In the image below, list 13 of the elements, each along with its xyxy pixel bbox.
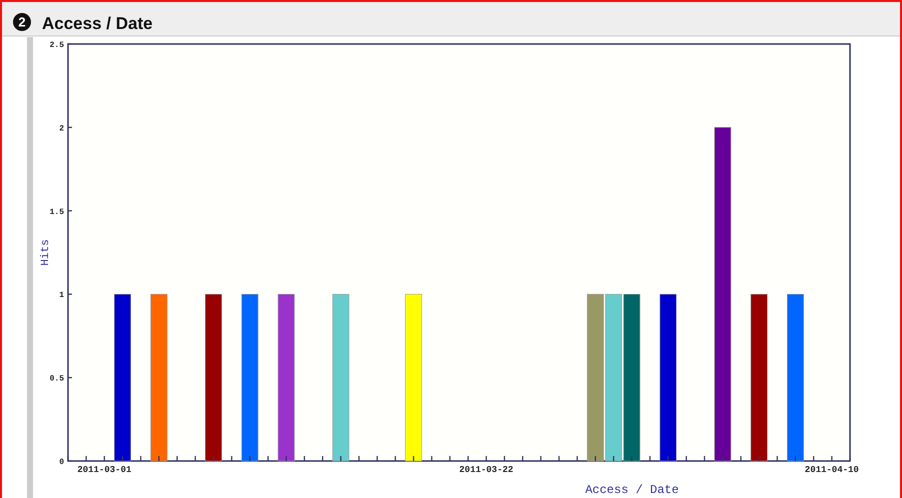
y-tick-label: 0: [59, 458, 64, 467]
x-tick-label: 2011-04-10: [804, 465, 859, 475]
chart-title: Access / Date: [42, 14, 153, 33]
number-badge: 2: [13, 13, 31, 31]
y-tick-label: 0.5: [50, 374, 64, 384]
y-axis-title: Hits: [40, 239, 52, 266]
y-tick-label: 2.5: [50, 41, 64, 50]
y-tick-label: 1: [59, 291, 64, 300]
y-tick-label: 1.5: [50, 208, 64, 217]
x-tick-label: 2011-03-01: [77, 465, 132, 475]
x-tick-label: 2011-03-22: [459, 465, 514, 475]
y-tick-label: 2: [59, 124, 64, 134]
x-axis-title: Access / Date: [585, 483, 679, 497]
